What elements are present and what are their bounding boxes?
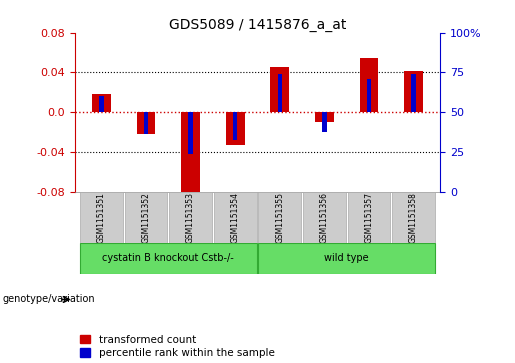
Text: GSM1151355: GSM1151355 [276, 192, 284, 243]
Bar [322, 112, 327, 132]
Bar [259, 192, 301, 243]
Bar [136, 112, 156, 134]
Text: wild type: wild type [324, 253, 369, 264]
Bar [367, 79, 371, 112]
Bar [404, 72, 423, 112]
Bar [226, 112, 245, 145]
Bar [144, 112, 148, 134]
Title: GDS5089 / 1415876_a_at: GDS5089 / 1415876_a_at [169, 18, 346, 32]
Bar [80, 243, 256, 274]
Bar [278, 74, 282, 112]
Text: GSM1151353: GSM1151353 [186, 192, 195, 243]
Text: genotype/variation: genotype/variation [3, 294, 95, 305]
Text: GSM1151358: GSM1151358 [409, 192, 418, 243]
Text: GSM1151354: GSM1151354 [231, 192, 239, 243]
Bar [188, 112, 193, 154]
Text: GSM1151356: GSM1151356 [320, 192, 329, 243]
Bar [270, 68, 289, 112]
Bar [259, 243, 435, 274]
Bar [411, 74, 416, 112]
Text: cystatin B knockout Cstb-/-: cystatin B knockout Cstb-/- [102, 253, 234, 264]
Legend: transformed count, percentile rank within the sample: transformed count, percentile rank withi… [80, 335, 274, 358]
Bar [233, 112, 237, 140]
Bar [92, 94, 111, 112]
Bar [181, 112, 200, 197]
Text: GSM1151357: GSM1151357 [365, 192, 373, 243]
Text: GSM1151351: GSM1151351 [97, 192, 106, 243]
Bar [359, 57, 379, 112]
Bar [315, 112, 334, 122]
Bar [125, 192, 167, 243]
Bar [214, 192, 256, 243]
Text: GSM1151352: GSM1151352 [142, 192, 150, 243]
Bar [80, 192, 123, 243]
Bar [99, 96, 104, 112]
Bar [348, 192, 390, 243]
Bar [169, 192, 212, 243]
Bar [392, 192, 435, 243]
Bar [303, 192, 346, 243]
